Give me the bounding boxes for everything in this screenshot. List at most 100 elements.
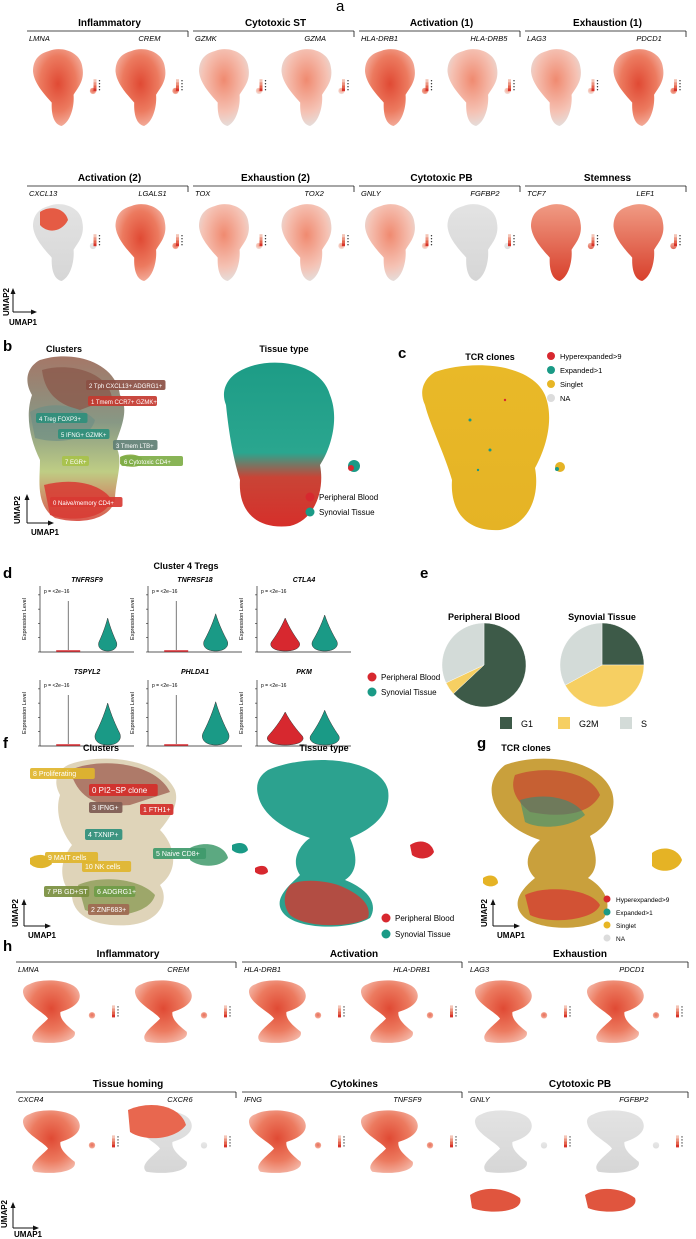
a-row1-scale-2-0-2 (425, 85, 429, 89)
c-legend-hyper: Hyperexpanded>9 (560, 352, 622, 361)
d-pvalue-4: p = <2e−16 (152, 683, 178, 689)
a-row2-scale-dot-2-0-0 (430, 235, 433, 237)
g-title: TCR clones (501, 743, 551, 753)
h-row2-scale-dot-1-0-0 (343, 1136, 345, 1138)
a-row2-scale-2-0-3 (425, 243, 429, 247)
h-row1-gene-0-1: CREM (167, 965, 190, 974)
a-row2-group-2: Cytotoxic PB GNLY FGFBP2 (359, 173, 521, 281)
a-row1-scale-0-0-3 (93, 88, 97, 92)
h-row1-umap-1-0 (248, 980, 306, 1043)
h-row2-scale-dot-0-0-0 (117, 1136, 119, 1138)
h-row2-scale-dot-0-1-2 (229, 1142, 231, 1144)
b-tissue-umap (223, 362, 360, 527)
a-row2-group-1: Exhaustion (2) TOX TOX2 (193, 173, 355, 281)
umap-axis-h: UMAP2 UMAP1 (0, 1199, 43, 1239)
a-row2-scale-dot-0-0-1 (98, 238, 101, 240)
a-row2-gene-3-1: LEF1 (636, 189, 654, 198)
a-row1-title-3: Exhaustion (1) (573, 18, 642, 29)
a-row2-scale-3-1-3 (674, 243, 677, 247)
umap-axis-f: UMAP2 UMAP1 (11, 898, 57, 940)
h-row1-scale-1-1-1 (450, 1008, 453, 1012)
f-cluster-label-box-6 (45, 852, 99, 863)
h-row1-scale-dot-2-1-1 (681, 1009, 683, 1011)
h-row2-scale-dot-1-0-2 (343, 1142, 345, 1144)
h-row1-scale-1-0-2 (338, 1011, 341, 1015)
a-row2-scale-1-1-1 (342, 237, 345, 241)
a-row1-scale-dot-3-0-1 (596, 83, 599, 85)
h-row1-scale-0-0-3 (112, 1014, 115, 1018)
a-row2-scale-2-0-2 (425, 240, 429, 244)
a-row1-scale-dot-0-1-0 (181, 80, 183, 82)
f-cluster-label-box-9 (94, 886, 136, 897)
h-row2-scale-2-0-0 (564, 1135, 567, 1139)
d-legend-pb: Peripheral Blood (381, 673, 440, 682)
panel-label-h: h (3, 938, 12, 955)
h-row2-gene-0-0: CXCR4 (18, 1095, 43, 1104)
h-row2-scale-dot-2-0-0 (569, 1136, 571, 1138)
h-row1-scale-dot-1-1-1 (455, 1009, 457, 1011)
a-row1-scale-0-0-2 (93, 85, 97, 89)
a-row2-umap-1-0 (199, 204, 249, 281)
h-row1-title-2: Exhaustion (553, 949, 607, 960)
h-row1-scale-0-1-3 (224, 1014, 227, 1018)
a-row1-gene-2-0: HLA-DRB1 (361, 34, 398, 43)
h-row1-title-0: Inflammatory (97, 949, 160, 960)
a-row1-scale-dot-0-1-1 (181, 83, 183, 85)
a-row1-scale-dot-1-0-3 (264, 89, 267, 91)
d-gene-1: TNFRSF18 (177, 577, 213, 584)
d-gene-3: TSPYL2 (74, 669, 101, 676)
h-row2-satellite-0-0 (88, 1142, 96, 1149)
h-row1-gene-1-0: HLA-DRB1 (244, 965, 281, 974)
c-legend-na: NA (560, 394, 570, 403)
d-violin-st-4 (202, 700, 230, 746)
a-row2-scale-dot-3-1-1 (679, 238, 681, 240)
a-row1-group-0: Inflammatory LMNA CREM (27, 18, 189, 127)
b-cluster-label-box-3 (58, 429, 110, 439)
d-gene-2: CTLA4 (293, 577, 316, 584)
a-row1-scale-dot-0-0-1 (98, 83, 101, 85)
h-row2-scale-0-1-0 (224, 1135, 227, 1139)
f-tissue-umap (232, 759, 434, 927)
a-row2-scale-dot-1-0-1 (264, 238, 267, 240)
h-row1-gene-2-0: LAG3 (470, 965, 490, 974)
h-row1-scale-dot-2-1-3 (681, 1015, 683, 1017)
h-row1-scale-0-0-1 (112, 1008, 115, 1012)
a-row1-scale-2-0-1 (425, 82, 429, 86)
a-row1-scale-dot-1-0-0 (264, 80, 267, 82)
a-row2-scale-3-0-1 (591, 237, 595, 241)
g-tcr-umap (483, 758, 682, 928)
e-pies (441, 622, 645, 708)
a-row2-gene-0-0: CXCL13 (29, 189, 58, 198)
a-row1-scale-1-1-2 (342, 85, 345, 89)
b-cluster-label-7: 0 Naive/memory CD4+ (53, 501, 114, 507)
h-row2-group-2: Cytotoxic PB GNLY FGFBP2 (468, 1079, 689, 1173)
d-ylabel-2: Expression Level (239, 598, 245, 640)
h-row1-scale-dot-0-0-2 (117, 1012, 119, 1014)
h-row2-scale-dot-1-0-3 (343, 1145, 345, 1147)
a-row1-scale-dot-1-1-0 (347, 80, 349, 82)
d-pvalue-2: p = <2e−16 (261, 589, 287, 595)
a-row2-scale-0-1-0 (176, 234, 179, 238)
f-clusters-umap (30, 758, 228, 926)
d-violin-pb-2 (270, 617, 300, 652)
f-clusters-title: Clusters (83, 743, 119, 753)
h-row2-title-1: Cytokines (330, 1079, 378, 1090)
b-cluster-label-4: 3 Tmem LTB+ (116, 444, 154, 450)
d-ylabel-4: Expression Level (130, 692, 136, 734)
a-row1-scale-dot-2-1-1 (513, 83, 515, 85)
a-row1-umap-0-0 (33, 49, 83, 127)
h-row2-scale-2-0-1 (564, 1138, 567, 1142)
h-row1-satellite-1-1 (426, 1012, 434, 1019)
b-cluster-label-2: 1 Tmem CCR7+ GZMK+ (91, 400, 157, 406)
e-legend: G1 G2M S (500, 717, 647, 729)
umap-axis-g: UMAP2 UMAP1 (480, 898, 526, 940)
a-row1-title-2: Activation (1) (410, 18, 473, 29)
a-row1-scale-3-1-1 (674, 82, 677, 86)
h-row1-scale-2-0-1 (564, 1008, 567, 1012)
e-pie-1-slice-G1 (601, 622, 645, 666)
a-row2-scale-3-0-0 (591, 234, 595, 238)
d-pvalue-3: p = <2e−16 (44, 683, 70, 689)
a-row1-gene-1-1: GZMA (304, 34, 326, 43)
